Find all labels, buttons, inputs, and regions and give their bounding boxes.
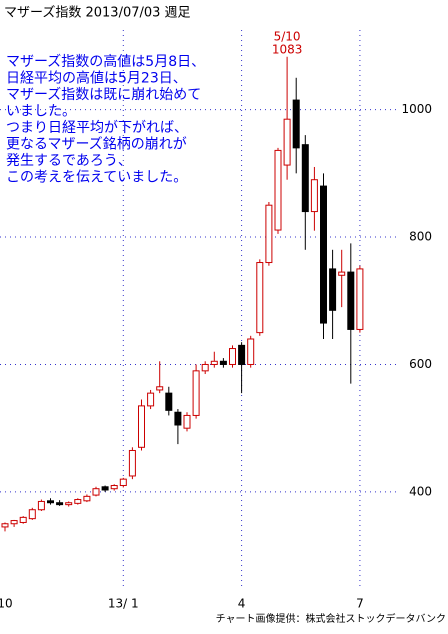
candle-body: [210, 360, 218, 365]
y-tick-label: 1000: [401, 102, 432, 116]
candle-body: [37, 500, 45, 511]
candle-body: [338, 271, 346, 276]
candle-body: [201, 363, 209, 372]
candle-body: [356, 268, 364, 330]
candle-body: [119, 478, 127, 487]
candle-body: [329, 268, 337, 311]
candle-body: [138, 405, 145, 448]
candle-body: [165, 392, 173, 411]
y-tick-label: 400: [409, 484, 432, 498]
candle-body: [183, 414, 191, 429]
candle-body: [301, 144, 309, 213]
y-tick-label: 800: [409, 230, 432, 244]
annotation-line: つまり日経平均が下がれば、: [6, 120, 188, 136]
candle-body: [147, 392, 155, 407]
candle-body: [219, 360, 227, 365]
x-tick-label: 4: [238, 597, 246, 611]
credit: チャート画像提供：株式会社ストックデータバンク: [216, 612, 446, 625]
y-tick-label: 600: [409, 357, 432, 371]
candle-body: [47, 500, 54, 504]
candle-body: [174, 411, 182, 426]
candle-body: [110, 485, 118, 490]
annotation-line: マザーズ指数の高値は5月8日、: [6, 53, 205, 70]
candle-body: [347, 271, 355, 330]
candle-body: [320, 185, 327, 324]
annotation-line: マザーズ指数は既に崩れ始めて: [6, 87, 201, 103]
candle-body: [283, 118, 291, 166]
candle-body: [229, 348, 236, 365]
annotation-line: いました。: [6, 104, 76, 120]
candle-body: [256, 262, 264, 334]
candle-body: [1, 523, 9, 528]
candle-body: [19, 516, 27, 523]
peak-value: 1083: [272, 43, 303, 57]
candle-body: [238, 344, 246, 365]
candle-body: [10, 520, 18, 525]
annotation-line: この考えを伝えていました。: [6, 170, 187, 186]
candle-body: [56, 502, 64, 506]
candle-body: [28, 509, 36, 520]
candle-body: [128, 449, 136, 477]
candle-body: [192, 370, 200, 416]
candle-body: [274, 149, 282, 231]
candle-body: [74, 499, 82, 504]
candle-body: [83, 495, 91, 502]
candle-body: [247, 338, 255, 365]
candle-body: [292, 99, 300, 149]
x-tick-label: 13/ 1: [108, 597, 139, 611]
candle-body: [101, 486, 109, 491]
annotation-line: 日経平均の高値は5月23日、: [6, 70, 187, 87]
candle-body: [265, 204, 273, 264]
x-tick-label: 7: [356, 597, 364, 611]
candle-body: [92, 488, 100, 496]
annotation-line: 更なるマザーズ銘柄の崩れが: [6, 137, 187, 153]
x-tick-label: 10: [0, 597, 13, 611]
chart-title: マザーズ指数 2013/07/03 週足: [4, 5, 191, 21]
peak-date: 5/10: [274, 30, 301, 44]
candle-body: [65, 502, 73, 506]
candle-body: [310, 179, 318, 213]
annotation-line: 発生するであろう、: [6, 153, 132, 169]
candle-body: [156, 386, 164, 391]
